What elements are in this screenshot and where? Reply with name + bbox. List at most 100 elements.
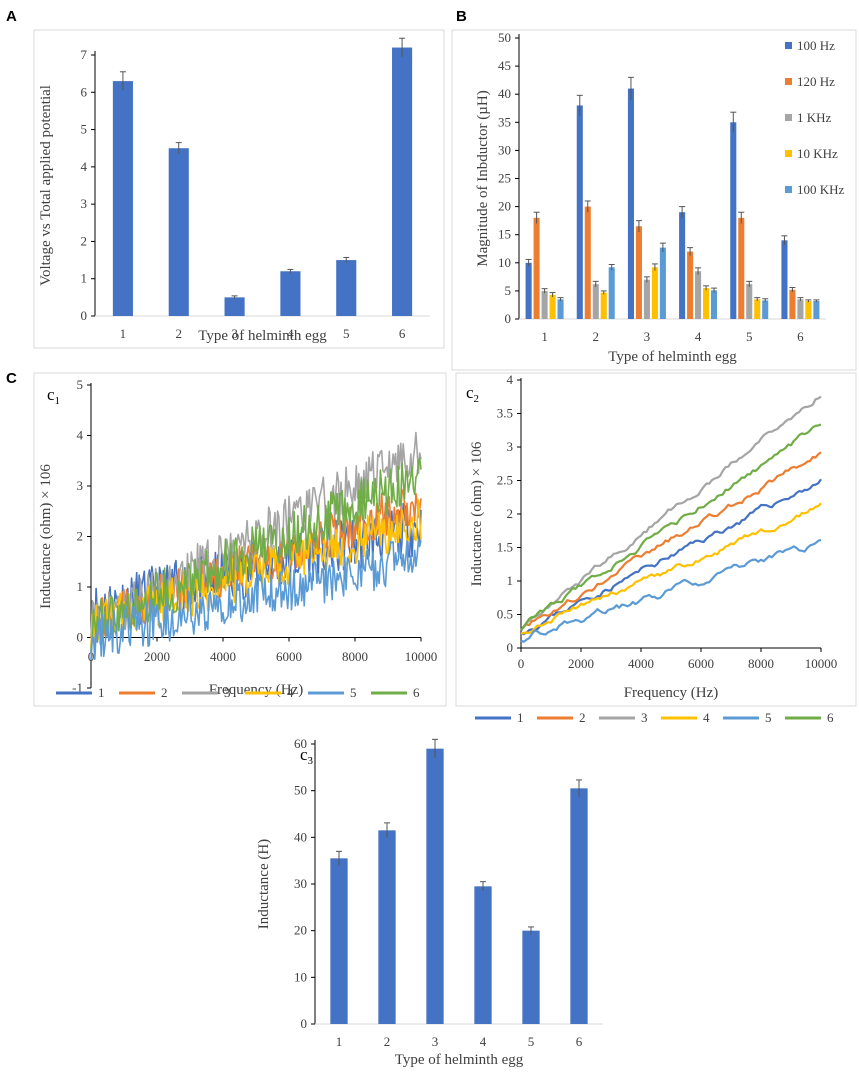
x-tick-label: 2 [593, 329, 600, 344]
y-tick-label: 50 [498, 30, 511, 45]
x-tick-label: 4 [287, 326, 294, 341]
y-tick-label: 0 [505, 311, 512, 326]
legend-label: 4 [703, 710, 710, 725]
y-tick-label: 30 [294, 876, 307, 891]
y-tick-label: -1 [72, 680, 83, 695]
y-tick-label: 1.5 [497, 540, 513, 555]
x-tick-label: 4000 [628, 656, 654, 671]
bar [762, 300, 769, 319]
y-tick-label: 0 [81, 308, 88, 323]
x-tick-label: 2 [384, 1034, 391, 1049]
c2-label-sub: 2 [474, 393, 480, 405]
c3-label-sub: 3 [308, 755, 314, 767]
y-tick-label: 0.5 [497, 607, 513, 622]
y-axis-title: Voltage vs Total applied potential [38, 85, 54, 286]
x-tick-label: 1 [120, 326, 127, 341]
bar [687, 251, 694, 319]
x-tick-label: 2000 [144, 649, 170, 664]
chart-a: 0 1 2 3 4 5 6 7 1 2 3 4 5 6 Type of helminth egg Voltag… [38, 37, 430, 344]
x-tick-label: 3 [231, 326, 238, 341]
y-tick-label: 20 [498, 199, 511, 214]
x-tick-label: 10000 [805, 656, 838, 671]
bar [679, 212, 686, 319]
y-tick-label: 5 [505, 283, 512, 298]
y-tick-label: 4 [81, 159, 88, 174]
y-tick-label: 3 [81, 196, 88, 211]
series-line-5 [90, 538, 422, 661]
y-tick-label: 4 [507, 372, 514, 387]
x-tick-label: 6000 [276, 649, 302, 664]
legend-label: 100 KHz [797, 182, 845, 197]
y-tick-label: 7 [81, 47, 88, 62]
chart-c2: 0 0.5 1 1.5 2 2.5 3 3.5 4 0 2000 4000 6000 8000 10000 F… [469, 372, 837, 725]
bar [557, 299, 564, 319]
x-axis-title: Type of helminth egg [608, 349, 737, 365]
legend-label: 100 Hz [797, 38, 835, 53]
panel-c-letter: C [6, 370, 17, 387]
legend-label: 1 [98, 685, 105, 700]
bar [224, 297, 245, 316]
y-tick-label: 6 [81, 84, 88, 99]
y-tick-label: 1 [77, 579, 84, 594]
y-tick-label: 4 [77, 428, 84, 443]
y-tick-label: 1 [507, 573, 514, 588]
y-tick-label: 15 [498, 227, 511, 242]
c3-label: c3 [300, 745, 314, 767]
bar [584, 206, 591, 319]
y-axis-title: Inductance (H) [256, 839, 272, 929]
bar [789, 289, 796, 319]
c2-label-main: c [466, 383, 474, 402]
bar [541, 290, 548, 319]
bar [330, 858, 348, 1024]
y-tick-label: 20 [294, 923, 307, 938]
legend-label: 1 KHz [797, 110, 832, 125]
legend-label: 5 [765, 710, 772, 725]
x-tick-label: 3 [644, 329, 651, 344]
bar [168, 148, 189, 316]
legend-label: 6 [827, 710, 834, 725]
y-tick-label: 5 [81, 122, 88, 137]
x-tick-label: 4 [695, 329, 702, 344]
bar [570, 788, 588, 1024]
x-tick-label: 5 [746, 329, 753, 344]
x-tick-label: 8000 [342, 649, 368, 664]
x-tick-label: 8000 [748, 656, 774, 671]
bar [627, 88, 634, 319]
panel-c2-frame [455, 372, 857, 707]
c1-label-sub: 1 [55, 395, 61, 407]
bar [336, 260, 357, 316]
bar [525, 262, 532, 319]
legend-label: 4 [287, 685, 294, 700]
legend-swatch [785, 186, 792, 193]
x-tick-label: 0 [518, 656, 525, 671]
x-tick-label: 3 [432, 1034, 439, 1049]
x-tick-label: 1 [336, 1034, 343, 1049]
x-tick-label: 2 [176, 326, 183, 341]
y-tick-label: 0 [507, 640, 514, 655]
bar [754, 299, 761, 319]
y-tick-label: 2 [81, 233, 88, 248]
bar [643, 279, 650, 319]
legend-label: 2 [579, 710, 586, 725]
bar [797, 299, 804, 319]
y-axis-title: Inductance (ohm) × 106 [469, 441, 485, 586]
bar [805, 301, 812, 319]
series-line-6 [90, 457, 422, 650]
bar [730, 122, 737, 319]
bar [695, 271, 702, 319]
y-tick-label: 3 [77, 478, 84, 493]
y-tick-label: 1 [81, 271, 88, 286]
y-tick-label: 10 [294, 969, 307, 984]
bar [474, 886, 492, 1024]
x-axis-title: Type of helminth egg [395, 1052, 524, 1068]
series-line-6 [520, 423, 822, 631]
y-tick-label: 3 [507, 439, 514, 454]
y-tick-label: 0 [301, 1016, 308, 1031]
y-tick-label: 10 [498, 255, 511, 270]
y-tick-label: 2 [507, 506, 514, 521]
bar [635, 226, 642, 319]
y-tick-label: 35 [498, 114, 511, 129]
